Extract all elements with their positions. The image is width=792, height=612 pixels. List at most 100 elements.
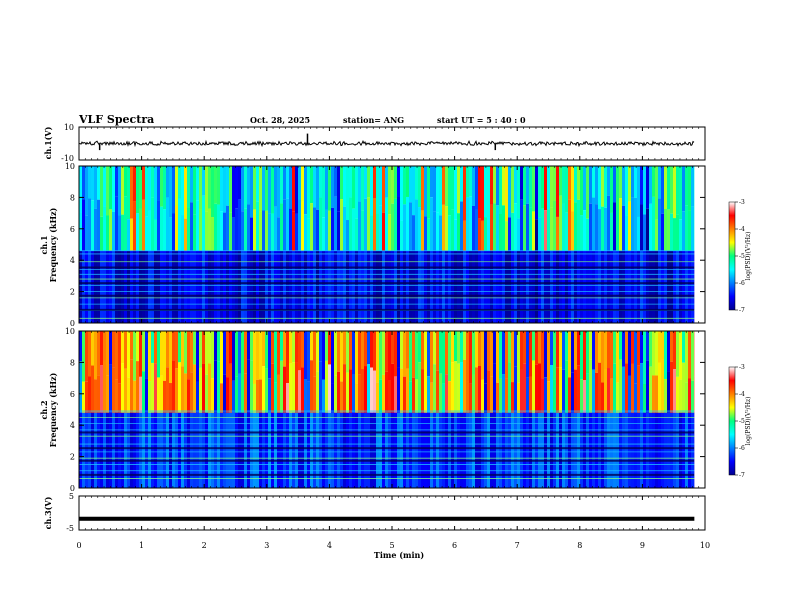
spec-cell <box>268 331 272 379</box>
spec-cell <box>355 331 359 384</box>
spec-cell <box>463 220 467 251</box>
spec-cell <box>442 383 446 413</box>
spec-cell <box>469 196 473 251</box>
spec-cell <box>637 250 641 323</box>
spec-cell <box>349 197 353 251</box>
spec-cell <box>661 166 665 214</box>
spec-cell <box>370 331 374 368</box>
spec-cell <box>295 331 299 363</box>
spec-cell <box>253 331 257 384</box>
spec-cell <box>190 372 194 413</box>
spec-cell <box>679 412 683 488</box>
spec-cell <box>553 166 557 201</box>
spec-cell <box>568 166 572 200</box>
x-axis-tick-labels: 0 1 2 3 4 5 6 7 8 9 10 <box>76 541 710 550</box>
spec-cell <box>253 412 257 488</box>
spec-cell <box>592 166 596 198</box>
spec-cell <box>388 412 392 488</box>
x-tick-label-6: 6 <box>452 541 457 550</box>
spec-cell <box>229 212 233 251</box>
spec-cell <box>328 364 332 413</box>
spec-cell <box>283 199 287 251</box>
spec-cell <box>529 166 533 208</box>
spec-cell <box>514 250 518 323</box>
spec-cell <box>676 214 680 251</box>
spec-cell <box>346 220 350 251</box>
spec-cell <box>154 331 158 364</box>
spec-cell <box>643 412 647 488</box>
spec-cell <box>598 250 602 323</box>
x-tick-label-10: 10 <box>700 541 710 550</box>
spec-cell <box>301 201 305 251</box>
spec-cell <box>460 331 464 363</box>
spec-cell <box>181 412 185 488</box>
spec-cell <box>145 166 149 217</box>
spec-cell <box>484 331 488 384</box>
spec-cell <box>487 331 491 371</box>
figure-title: VLF Spectra <box>78 113 154 126</box>
spec-cell <box>358 374 362 413</box>
spec-cell <box>529 331 533 377</box>
spec-cell <box>682 166 686 212</box>
spec-cell <box>589 359 593 413</box>
spec-cell <box>139 250 143 323</box>
panel2-ticks <box>78 165 706 324</box>
spec-cell <box>307 250 311 323</box>
spec-cell <box>211 166 215 218</box>
spec-cell <box>166 197 170 251</box>
spec-cell <box>142 371 146 413</box>
spec-cell <box>208 166 212 209</box>
spec-cell <box>565 360 569 413</box>
spec-cell <box>151 412 155 488</box>
spec-cell <box>250 331 254 361</box>
spec-cell <box>133 331 137 381</box>
spec-cell <box>391 331 395 364</box>
spec-cell <box>460 166 464 202</box>
spec-cell <box>94 412 98 488</box>
spec-cell <box>85 250 89 323</box>
spec-cell <box>88 250 92 323</box>
spec-cell <box>511 382 515 413</box>
spec-cell <box>283 366 287 413</box>
spec-cell <box>406 412 410 488</box>
spec-cell <box>685 250 689 323</box>
spec-cell <box>244 250 248 323</box>
spec-cell <box>406 196 410 251</box>
spec-cell <box>190 331 194 373</box>
spec-cell <box>472 331 476 375</box>
spec-cell <box>361 250 365 323</box>
spec-cell <box>310 166 314 204</box>
spec-cell <box>148 331 152 382</box>
spec-cell <box>571 211 575 251</box>
spec-cell <box>520 412 524 488</box>
spec-cell <box>85 166 89 216</box>
spec-cell <box>277 331 281 375</box>
spec-cell <box>325 250 329 323</box>
spec-cell <box>625 363 629 413</box>
spec-cell <box>202 250 206 323</box>
spec-cell <box>670 213 674 251</box>
spec-cell <box>214 203 218 251</box>
spec-cell <box>379 412 383 488</box>
spec-cell <box>88 166 92 199</box>
spec-cell <box>172 213 176 251</box>
spec-cell <box>385 197 389 251</box>
spec-cell <box>190 250 194 323</box>
spec-cell <box>631 363 635 413</box>
spec-cell <box>517 331 521 383</box>
ch1-spikes <box>98 133 497 151</box>
spec-cell <box>85 331 89 382</box>
spec-cell <box>160 250 164 323</box>
spec-cell <box>226 250 230 323</box>
spec-cell <box>220 331 224 384</box>
spec-cell <box>193 214 197 251</box>
spec-cell <box>259 166 263 212</box>
spec-cell <box>469 250 473 323</box>
spec-cell <box>115 412 119 488</box>
spec-cell <box>394 198 398 251</box>
spec-cell <box>643 214 647 251</box>
cb-tick-label--6: -6 <box>739 445 745 452</box>
spec-cell <box>655 412 659 488</box>
spec-cell <box>604 331 608 370</box>
spec-cell <box>535 364 539 413</box>
